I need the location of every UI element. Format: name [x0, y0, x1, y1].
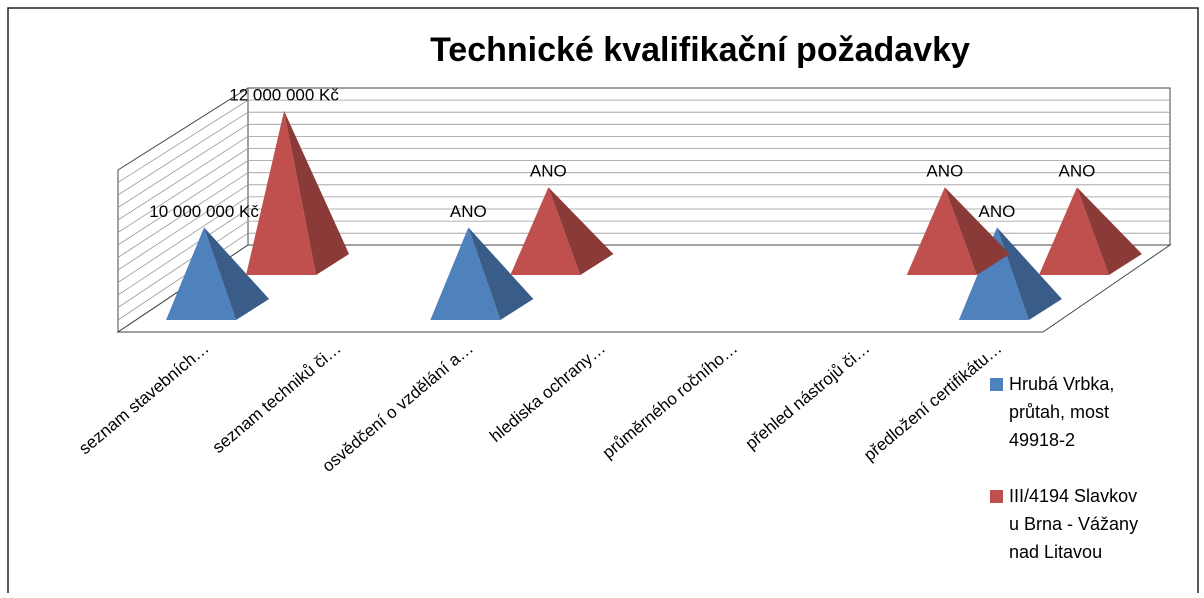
data-label: ANO: [979, 202, 1016, 221]
pyramid-face: [204, 227, 270, 320]
wall-line: [117, 111, 249, 196]
pyramid-face: [284, 110, 350, 276]
data-label: 12 000 000 Kč: [229, 85, 339, 104]
wall-line: [117, 148, 249, 233]
pyramid: [430, 227, 534, 320]
wall-line: [117, 99, 249, 183]
pyramid-face: [906, 187, 977, 275]
pyramid: [958, 227, 1062, 320]
wall-line: [117, 123, 249, 208]
pyramid-face: [166, 227, 237, 320]
legend-swatch: [990, 490, 1003, 503]
wall-line: [117, 160, 249, 246]
wall-line: [117, 232, 249, 321]
pyramid: [1038, 187, 1142, 275]
pyramid: [510, 187, 614, 275]
pyramid-face: [1076, 187, 1142, 275]
data-label: ANO: [1059, 162, 1096, 181]
wall-line: [117, 172, 249, 258]
pyramid: [166, 227, 270, 320]
pyramid-face: [246, 110, 317, 276]
wall-line: [117, 220, 249, 308]
pyramid-face: [996, 227, 1062, 320]
data-label: ANO: [926, 162, 963, 181]
pyramid-face: [468, 227, 534, 320]
data-label: ANO: [450, 202, 487, 221]
pyramid: [906, 187, 1010, 275]
pyramid-face: [944, 187, 1010, 275]
wall-line: [117, 196, 249, 283]
pyramid-face: [548, 187, 614, 275]
wall-line: [117, 184, 249, 271]
pyramid-face: [430, 227, 501, 320]
data-label: 10 000 000 Kč: [149, 202, 259, 221]
walls: [116, 87, 1172, 333]
legend-swatch: [990, 378, 1003, 391]
data-label: ANO: [530, 162, 567, 181]
wall-line: [117, 136, 249, 221]
pyramid-face: [958, 227, 1029, 320]
pyramid: [246, 110, 350, 276]
pyramid-face: [510, 187, 581, 275]
chart-title: Technické kvalifikační požadavky: [430, 31, 970, 69]
wall-line: [117, 208, 249, 296]
legend-label: III/4194 Slavkov u Brna - Vážany nad Litav…: [1009, 486, 1138, 562]
pyramid-face: [1038, 187, 1109, 275]
legend-label: Hrubá Vrbka, průtah, most 49918-2: [1009, 374, 1114, 450]
